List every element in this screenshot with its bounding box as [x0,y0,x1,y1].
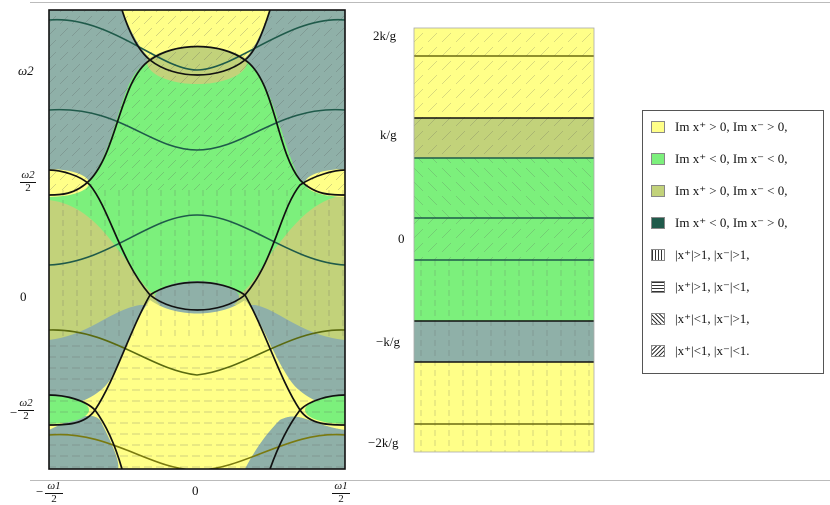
legend-item: |x⁺|<1, |x⁻|<1. [651,341,750,361]
right-y-tick-zero: 0 [398,231,405,246]
legend-item: Im x⁺ < 0, Im x⁻ < 0, [651,149,788,169]
left-panel-frame [48,9,346,470]
legend-swatch-olive [651,185,665,197]
right-y-tick-neg-2k: −2k/g [368,435,399,450]
legend-swatch-vertical-dashes [651,249,665,261]
x-tick-zero: 0 [192,483,199,498]
legend-swatch-horizontal-dashes [651,281,665,293]
y-tick-omega2: ω2 [18,63,34,78]
left-panel-plot [48,9,346,470]
legend-swatch-dark-teal [651,217,665,229]
legend-label: Im x⁺ < 0, Im x⁻ < 0, [675,151,788,166]
y-tick-zero: 0 [20,289,27,304]
legend-label: Im x⁺ > 0, Im x⁻ > 0, [675,119,788,134]
legend-label: |x⁺|>1, |x⁻|>1, [675,247,750,262]
y-tick-neg-sign: − [10,405,18,420]
legend-label: Im x⁺ > 0, Im x⁻ < 0, [675,183,788,198]
legend-label: |x⁺|>1, |x⁻|<1, [675,279,750,294]
legend-label: |x⁺|<1, |x⁻|>1, [675,311,750,326]
legend-swatch-green [651,153,665,165]
x-tick-half-omega1: ω1 2 [332,480,350,505]
right-y-tick-k: k/g [380,127,397,142]
right-panel-plot [413,27,595,453]
legend-item: |x⁺|>1, |x⁻|>1, [651,245,750,265]
legend-label: Im x⁺ < 0, Im x⁻ > 0, [675,215,788,230]
legend-swatch-yellow [651,121,665,133]
y-tick-neg-half-omega2: ω2 2 [18,397,34,422]
legend-swatch-diag-down [651,313,665,325]
top-rule [30,2,830,3]
legend-item: |x⁺|>1, |x⁻|<1, [651,277,750,297]
right-y-tick-2k: 2k/g [373,28,397,43]
legend-item: Im x⁺ > 0, Im x⁻ < 0, [651,181,788,201]
legend-item: Im x⁺ > 0, Im x⁻ > 0, [651,117,788,137]
right-y-tick-neg-k: −k/g [376,334,400,349]
legend-swatch-diag-up [651,345,665,357]
bottom-rule [30,480,830,481]
x-tick-neg-sign: − [36,484,44,499]
legend-item: |x⁺|<1, |x⁻|>1, [651,309,750,329]
legend: Im x⁺ > 0, Im x⁻ > 0, Im x⁺ < 0, Im x⁻ <… [642,110,824,374]
y-tick-half-omega2: ω2 2 [20,169,36,194]
legend-item: Im x⁺ < 0, Im x⁻ > 0, [651,213,788,233]
legend-label: |x⁺|<1, |x⁻|<1. [675,343,750,358]
x-tick-neg-half-omega1: ω1 2 [45,480,63,505]
